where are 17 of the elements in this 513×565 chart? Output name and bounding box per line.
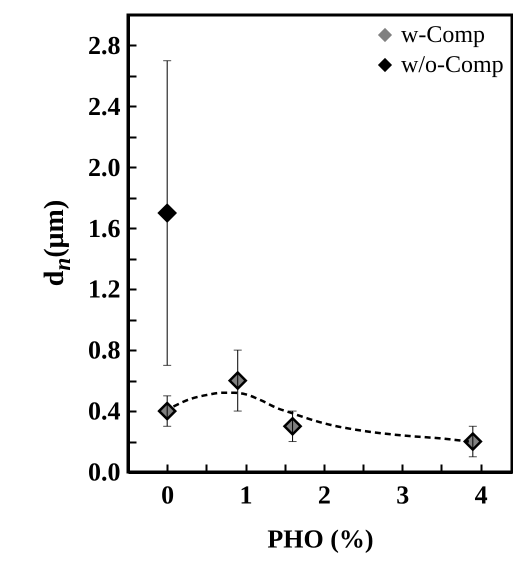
y-tick-label: 0.0	[88, 458, 120, 486]
y-tick-label: 0.8	[88, 336, 120, 365]
legend-label: w-Comp	[401, 22, 485, 48]
y-tick-label: 2.0	[88, 152, 120, 182]
x-tick-label: 0	[161, 480, 174, 510]
x-tick-label: 2	[318, 480, 331, 510]
y-tick-label: 0.4	[88, 396, 120, 426]
x-tick-label: 1	[240, 480, 253, 510]
legend-label: w/o-Comp	[401, 52, 504, 78]
x-tick-label: 4	[474, 480, 488, 510]
x-tick-label: 3	[396, 480, 410, 510]
x-axis-title: PHO (%)	[267, 524, 374, 554]
y-tick-label: 1.6	[88, 214, 120, 243]
y-tick-label: 2.8	[88, 30, 120, 60]
point	[158, 204, 176, 222]
y-tick-label: 1.2	[88, 274, 120, 304]
y-tick-label: 2.4	[88, 92, 120, 121]
